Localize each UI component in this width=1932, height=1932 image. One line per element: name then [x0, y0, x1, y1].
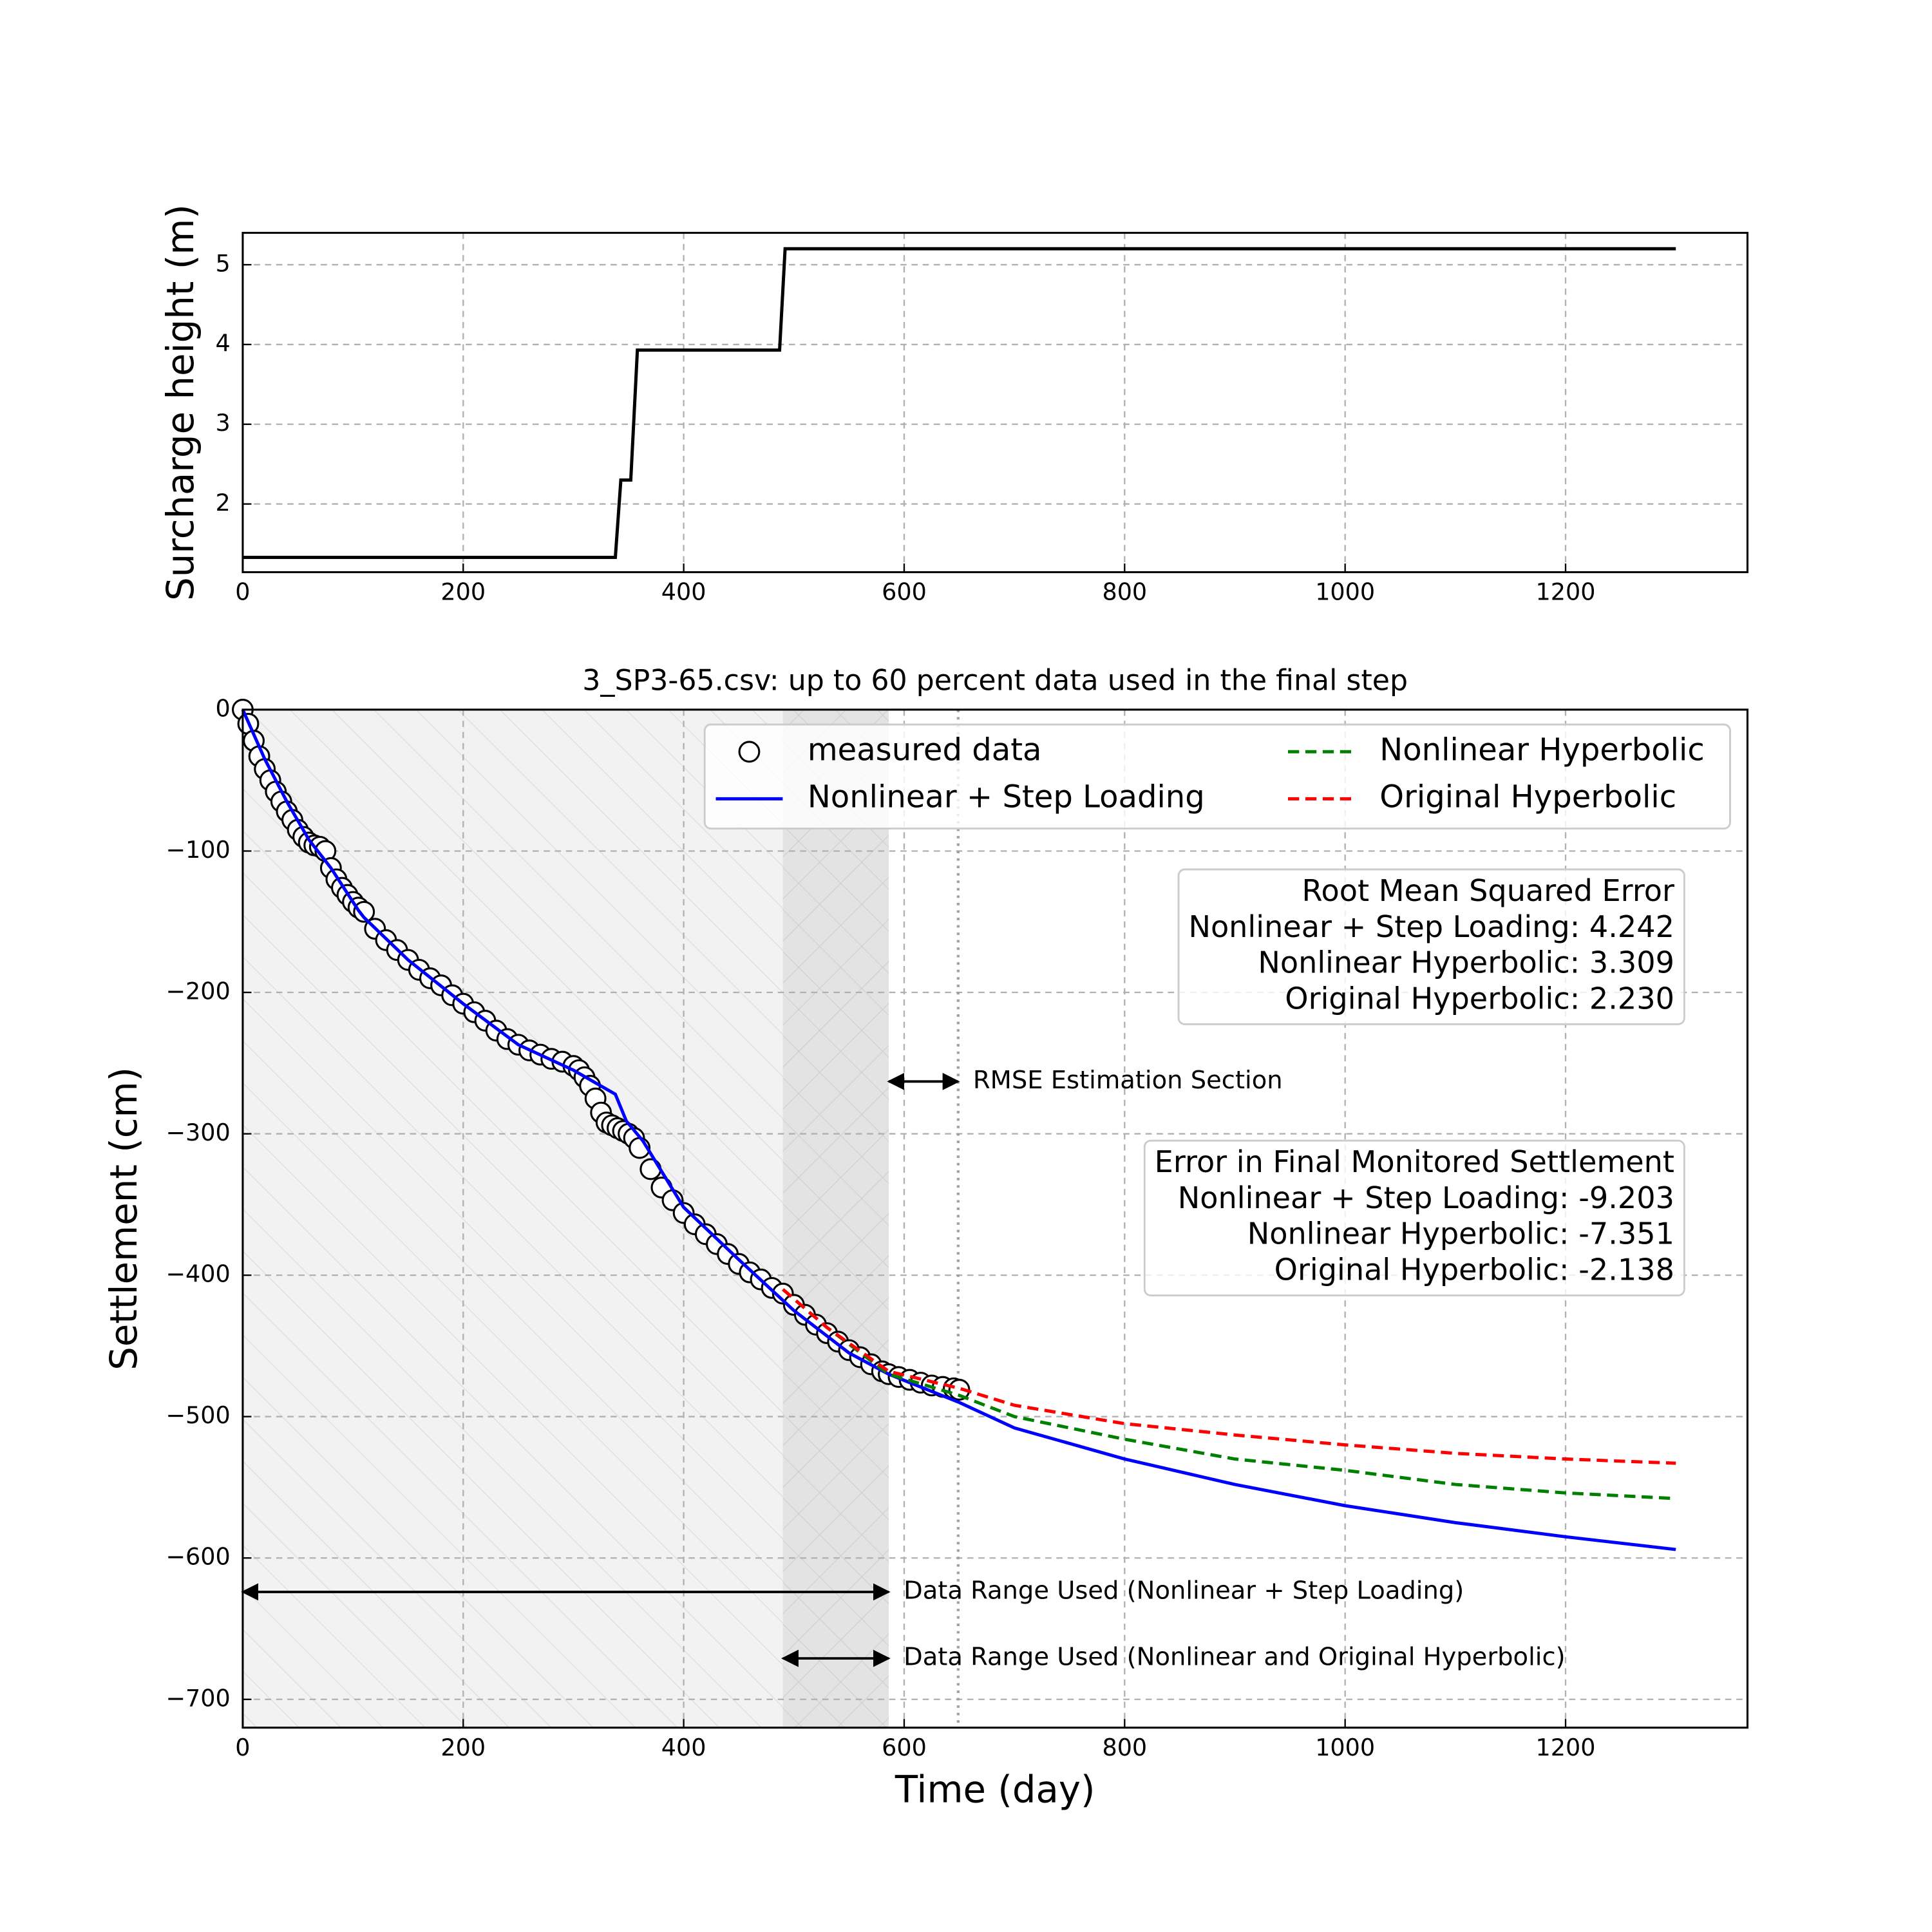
- series-line: [782, 1288, 1676, 1465]
- arrow-label: Data Range Used (Nonlinear and Original …: [904, 1643, 1566, 1672]
- x-tick-label: 800: [1102, 578, 1147, 606]
- series-line: [242, 247, 1676, 560]
- x-tick-label: 400: [661, 1734, 706, 1761]
- annotation-line: Original Hyperbolic: 2.230: [1285, 981, 1674, 1016]
- shaded-span: [782, 709, 889, 1728]
- legend-frame: [703, 723, 1731, 829]
- x-tick-label: 600: [882, 1734, 927, 1761]
- annotation-box: Error in Final Monitored SettlementNonli…: [1143, 1139, 1685, 1296]
- x-tick-label: 0: [235, 1734, 250, 1761]
- annotation-line: Nonlinear + Step Loading: -9.203: [1178, 1180, 1674, 1215]
- y-tick-label: −300: [166, 1119, 230, 1146]
- x-axis-label: Time (day): [895, 1767, 1095, 1811]
- y-tick-label: −600: [166, 1543, 230, 1571]
- annotation-line: Error in Final Monitored Settlement: [1155, 1144, 1674, 1179]
- y-axis-label: Surcharge height (m): [158, 204, 202, 601]
- y-axis-label: Settlement (cm): [102, 1067, 146, 1370]
- legend-label: Original Hyperbolic: [1379, 779, 1676, 815]
- y-tick-label: 5: [215, 250, 230, 278]
- x-tick-label: 400: [661, 578, 706, 606]
- arrow-label: Data Range Used (Nonlinear + Step Loadin…: [904, 1576, 1464, 1605]
- y-tick-label: −500: [166, 1401, 230, 1429]
- data-point: [353, 900, 375, 923]
- series-line: [782, 1288, 1676, 1501]
- series-line: [241, 708, 1676, 1551]
- y-tick-label: −700: [166, 1684, 230, 1712]
- axes-frame: [242, 708, 1748, 1729]
- annotation-line: Original Hyperbolic: -2.138: [1274, 1253, 1674, 1287]
- x-tick-label: 800: [1102, 1734, 1147, 1761]
- legend-label: measured data: [808, 732, 1042, 768]
- y-tick-label: 2: [215, 489, 230, 516]
- annotation-frame: [1177, 868, 1685, 1025]
- legend-label: Nonlinear + Step Loading: [808, 779, 1205, 815]
- legend-label: Nonlinear Hyperbolic: [1379, 732, 1705, 768]
- x-tick-label: 600: [882, 578, 927, 606]
- legend-marker: [738, 741, 761, 763]
- annotation-line: Nonlinear Hyperbolic: -7.351: [1247, 1217, 1674, 1251]
- axes-frame: [242, 232, 1748, 573]
- y-tick-label: −100: [166, 836, 230, 864]
- x-tick-label: 1000: [1315, 578, 1375, 606]
- y-tick-label: 0: [215, 694, 230, 722]
- x-tick-label: 0: [235, 578, 250, 606]
- x-tick-label: 1200: [1536, 578, 1596, 606]
- x-tick-label: 1200: [1536, 1734, 1596, 1761]
- annotation-line: Nonlinear + Step Loading: 4.242: [1188, 909, 1674, 944]
- annotation-line: Nonlinear Hyperbolic: 3.309: [1258, 945, 1674, 980]
- x-tick-label: 200: [440, 1734, 486, 1761]
- y-tick-label: −200: [166, 978, 230, 1005]
- chart-title: 3_SP3-65.csv: up to 60 percent data used…: [582, 665, 1408, 697]
- x-tick-label: 1000: [1315, 1734, 1375, 1761]
- annotation-frame: [1143, 1139, 1685, 1296]
- annotation-line: Root Mean Squared Error: [1302, 873, 1674, 908]
- legend: measured data Nonlinear + Step Loading Non…: [703, 723, 1731, 829]
- y-tick-label: −400: [166, 1260, 230, 1288]
- arrow-label: RMSE Estimation Section: [973, 1066, 1283, 1095]
- x-tick-label: 200: [440, 578, 486, 606]
- y-tick-label: 4: [215, 329, 230, 357]
- y-tick-label: 3: [215, 409, 230, 437]
